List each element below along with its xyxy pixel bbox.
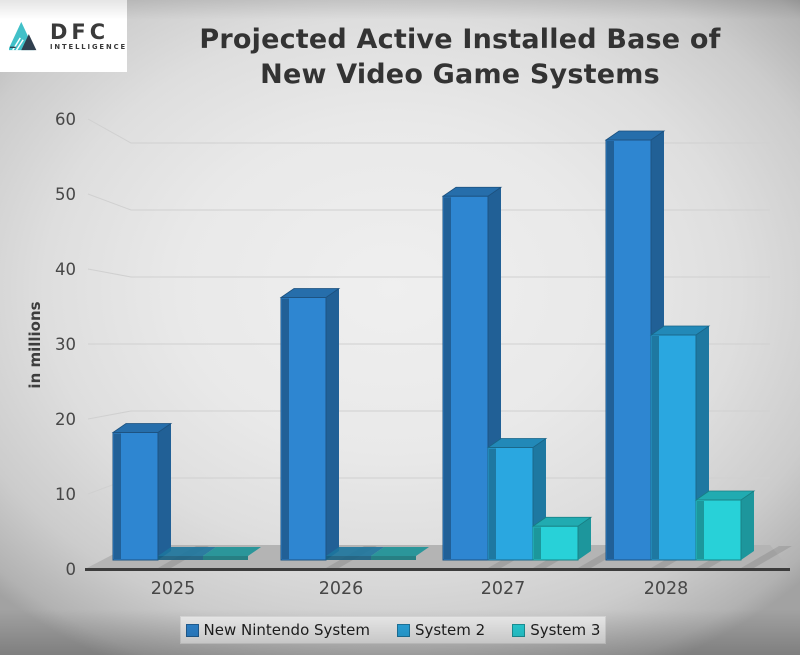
bar-left-shading xyxy=(114,433,121,559)
dfc-logo-triangle-icon xyxy=(9,21,37,51)
bar-left-shading xyxy=(489,448,496,559)
y-axis-title: in millions xyxy=(26,301,44,388)
bar-front-face xyxy=(532,525,579,561)
zero-value-tile-edge xyxy=(371,556,416,560)
logo-brand-text: DFC xyxy=(49,19,110,44)
bar-side-face xyxy=(158,423,171,560)
bar-shadow xyxy=(741,546,792,568)
bar-side-face xyxy=(578,517,591,560)
bar-left-shading xyxy=(444,197,451,559)
bar-left-shading xyxy=(652,336,659,559)
chart-legend: New Nintendo System System 2 System 3 xyxy=(180,616,606,644)
legend-item: New Nintendo System xyxy=(185,621,370,639)
legend-swatch-icon xyxy=(512,623,526,637)
x-category-label: 2028 xyxy=(644,579,689,599)
bar-side-face xyxy=(326,288,339,560)
chart-title: Projected Active Installed Base of New V… xyxy=(135,22,785,92)
bar-front-face xyxy=(112,432,159,561)
zero-value-tile-edge xyxy=(203,556,248,560)
bar-left-shading xyxy=(282,298,289,559)
legend-swatch-icon xyxy=(185,623,199,637)
zero-value-tile xyxy=(203,547,261,556)
bar-left-shading xyxy=(534,527,541,559)
gridline xyxy=(87,268,770,278)
legend-label: New Nintendo System xyxy=(203,621,370,639)
legend-item: System 3 xyxy=(512,621,600,639)
gridline xyxy=(87,193,770,211)
bar-side-face xyxy=(741,491,754,560)
y-tick-label: 40 xyxy=(55,260,76,279)
zero-value-tile xyxy=(326,547,384,556)
legend-label: System 3 xyxy=(530,621,601,639)
gridline xyxy=(87,118,770,144)
y-tick-label: 10 xyxy=(55,485,76,504)
legend-swatch-icon xyxy=(396,623,410,637)
bar-front-face xyxy=(605,139,652,561)
y-tick-label: 60 xyxy=(55,110,76,129)
x-category-label: 2026 xyxy=(319,579,364,599)
legend-item: System 2 xyxy=(396,621,486,639)
bar-left-shading xyxy=(607,141,614,559)
y-tick-label: 0 xyxy=(66,560,77,579)
bar-front-face xyxy=(650,334,697,561)
chart-title-line2: New Video Game Systems xyxy=(260,59,660,90)
bar-front-face xyxy=(442,195,489,561)
zero-value-tile xyxy=(371,547,429,556)
logo-subtitle-text: INTELLIGENCE xyxy=(49,42,127,51)
zero-value-tile-edge xyxy=(158,556,203,560)
logo-text: DFC INTELLIGENCE xyxy=(49,19,127,51)
bar-front-face xyxy=(280,297,327,561)
bar-left-shading xyxy=(697,501,704,559)
y-tick-label: 30 xyxy=(55,335,76,354)
x-category-label: 2027 xyxy=(481,579,526,599)
zero-value-tile xyxy=(158,547,216,556)
bar-front-face xyxy=(695,499,742,561)
dfc-intelligence-logo: DFC INTELLIGENCE xyxy=(0,0,127,72)
chart-title-line1: Projected Active Installed Base of xyxy=(199,24,721,55)
legend-label: System 2 xyxy=(414,621,486,639)
x-axis-line xyxy=(85,568,790,571)
bar-front-face xyxy=(487,447,534,561)
x-category-label: 2025 xyxy=(151,579,196,599)
gridline xyxy=(87,410,770,420)
y-tick-label: 50 xyxy=(55,185,76,204)
zero-value-tile-edge xyxy=(326,556,371,560)
y-tick-label: 20 xyxy=(55,410,76,429)
